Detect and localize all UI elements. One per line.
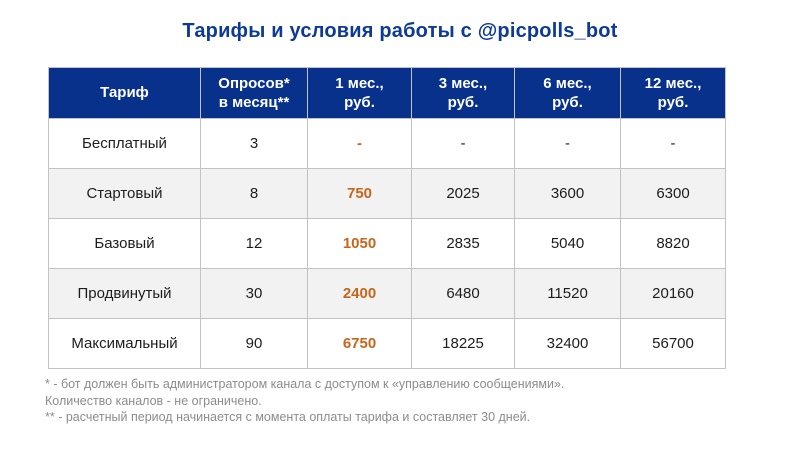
- cell-price-6m: -: [514, 118, 621, 169]
- table-row: Базовый 12 1050 2835 5040 8820: [48, 218, 726, 269]
- cell-price-1m: 750: [307, 168, 412, 219]
- page-title: Тарифы и условия работы с @picpolls_bot: [182, 20, 618, 42]
- table-row: Продвинутый 30 2400 6480 11520 20160: [48, 268, 726, 319]
- header-polls-per-month: Опросов* в месяц**: [200, 67, 308, 119]
- cell-price-6m: 11520: [514, 268, 621, 319]
- cell-price-12m: 56700: [620, 318, 726, 369]
- cell-price-1m: 6750: [307, 318, 412, 369]
- cell-polls-count: 3: [200, 118, 308, 169]
- cell-price-12m: 6300: [620, 168, 726, 219]
- footnotes: * - бот должен быть администратором кана…: [45, 376, 800, 426]
- cell-tariff-name: Продвинутый: [48, 268, 201, 319]
- cell-polls-count: 12: [200, 218, 308, 269]
- cell-price-3m: 2025: [411, 168, 515, 219]
- cell-price-1m: -: [307, 118, 412, 169]
- cell-polls-count: 8: [200, 168, 308, 219]
- footnote-channels-unlimited: Количество каналов - не ограничено.: [45, 393, 262, 408]
- cell-tariff-name: Стартовый: [48, 168, 201, 219]
- cell-polls-count: 90: [200, 318, 308, 369]
- cell-price-3m: 2835: [411, 218, 515, 269]
- cell-price-1m: 2400: [307, 268, 412, 319]
- cell-price-12m: 8820: [620, 218, 726, 269]
- footnote-admin-access: * - бот должен быть администратором кана…: [45, 377, 565, 391]
- cell-price-12m: 20160: [620, 268, 726, 319]
- cell-price-6m: 3600: [514, 168, 621, 219]
- cell-tariff-name: Максимальный: [48, 318, 201, 369]
- tariffs-table: Тариф Опросов* в месяц** 1 мес., руб. 3 …: [48, 67, 726, 369]
- cell-price-3m: -: [411, 118, 515, 169]
- cell-price-3m: 6480: [411, 268, 515, 319]
- header-12-month-price: 12 мес., руб.: [620, 67, 726, 119]
- cell-polls-count: 30: [200, 268, 308, 319]
- cell-price-1m: 1050: [307, 218, 412, 269]
- cell-tariff-name: Бесплатный: [48, 118, 201, 169]
- table-row: Максимальный 90 6750 18225 32400 56700: [48, 318, 726, 369]
- table-header-row: Тариф Опросов* в месяц** 1 мес., руб. 3 …: [48, 67, 726, 119]
- header-3-month-price: 3 мес., руб.: [411, 67, 515, 119]
- footnote-billing-period: ** - расчетный период начинается с момен…: [45, 410, 531, 424]
- cell-price-6m: 32400: [514, 318, 621, 369]
- table-row: Стартовый 8 750 2025 3600 6300: [48, 168, 726, 219]
- table-row: Бесплатный 3 - - - -: [48, 118, 726, 169]
- header-tariff: Тариф: [48, 67, 201, 119]
- header-6-month-price: 6 мес., руб.: [514, 67, 621, 119]
- cell-price-6m: 5040: [514, 218, 621, 269]
- cell-price-3m: 18225: [411, 318, 515, 369]
- cell-tariff-name: Базовый: [48, 218, 201, 269]
- cell-price-12m: -: [620, 118, 726, 169]
- header-1-month-price: 1 мес., руб.: [307, 67, 412, 119]
